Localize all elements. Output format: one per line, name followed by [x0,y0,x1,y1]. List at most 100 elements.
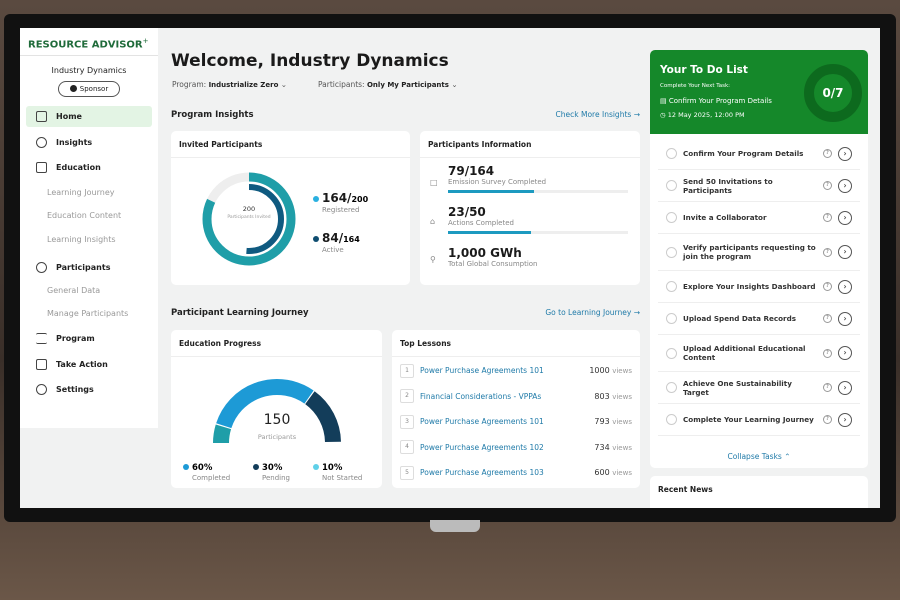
task-label: Confirm Your Program Details [683,149,804,158]
chevron-right-circle-icon[interactable]: › [838,412,852,427]
participants-filter[interactable]: Participants: Only My Participants ⌄ [318,80,458,89]
education-progress-card: Education Progress 150 Participants 60% C… [171,330,382,488]
section-title: Program Insights [171,110,254,120]
help-icon[interactable]: ? [823,314,832,323]
chevron-right-circle-icon[interactable]: › [838,380,852,395]
sidebar-subitem-general-data[interactable]: General Data [47,286,101,295]
chevron-right-circle-icon[interactable]: › [838,311,852,326]
next-task[interactable]: ▤ Confirm Your Program Details [660,97,772,105]
gauge-center-value: 150 [263,412,291,428]
sidebar-item-take-action[interactable]: Take Action [26,354,152,375]
logo[interactable]: RESOURCE ADVISOR+ [28,37,149,51]
info-item: 23/50 Actions Completed [448,205,628,234]
sidebar-subitem-learning-journey[interactable]: Learning Journey [47,188,115,197]
todo-task[interactable]: Upload Spend Data Records? › [658,303,860,335]
todo-task[interactable]: Complete Your Learning Journey? › [658,404,860,436]
help-icon[interactable]: ? [823,149,832,158]
task-label: Complete Your Learning Journey [683,415,814,424]
help-icon[interactable]: ? [823,181,832,190]
lesson-title-link[interactable]: Power Purchase Agreements 101 [420,366,544,375]
puzzle-icon [36,359,47,370]
lesson-row[interactable]: 3 Power Purchase Agreements 101 793 views [400,409,632,434]
sidebar-subitem-learning-insights[interactable]: Learning Insights [47,235,116,244]
chevron-right-circle-icon[interactable]: › [838,279,852,294]
task-label: Invite a Collaborator [683,213,767,222]
help-icon[interactable]: ? [823,383,832,392]
recent-news-card: Recent News [650,476,868,508]
donut-center-label: Participants Invited [227,215,271,220]
lesson-row[interactable]: 2 Financial Considerations - VPPAs 803 vie… [400,384,632,409]
lesson-title-link[interactable]: Power Purchase Agreements 101 [420,417,544,426]
task-label: Explore Your Insights Dashboard [683,282,816,291]
help-icon[interactable]: ? [823,415,832,424]
help-icon[interactable]: ? [823,247,832,257]
org-name: Industry Dynamics [51,66,127,75]
chevron-right-circle-icon[interactable]: › [838,346,852,360]
task-checkbox[interactable] [666,212,677,223]
lesson-title-link[interactable]: Financial Considerations - VPPAs [420,391,542,401]
gear-icon [36,384,47,395]
legend-not-started: 10% Not Started [313,455,362,482]
go-to-learning-journey-link[interactable]: Go to Learning Journey → [545,308,640,317]
sidebar-item-home[interactable]: Home [26,106,152,127]
task-checkbox[interactable] [666,180,677,191]
check-more-insights-link[interactable]: Check More Insights → [555,110,640,119]
todo-panel: Your To Do List Complete Your Next Task:… [650,50,868,468]
lesson-row[interactable]: 4 Power Purchase Agreements 102 734 views [400,435,632,460]
task-checkbox[interactable] [666,382,677,393]
task-icon: ▤ [660,97,667,105]
task-label: Achieve One Sustainability Target [683,378,792,397]
task-checkbox[interactable] [666,313,677,324]
legend-dot [313,196,319,202]
task-checkbox[interactable] [666,414,677,425]
sidebar-item-insights[interactable]: Insights [26,132,152,153]
help-icon[interactable]: ? [823,348,832,358]
lesson-rank: 2 [400,389,414,403]
todo-task[interactable]: Explore Your Insights Dashboard? › [658,271,860,303]
card-title: Recent News [658,485,713,494]
task-checkbox[interactable] [666,281,677,292]
card-title: Education Progress [171,330,382,357]
next-task-date: ◷ 12 May 2025, 12:00 PM [660,111,745,119]
collapse-tasks-button[interactable]: Collapse Tasks ⌃ [727,452,791,461]
gauge-segment-not-started [213,424,232,444]
sponsor-icon [69,85,77,92]
sidebar-subitem-education-content[interactable]: Education Content [47,211,122,220]
sidebar-item-education[interactable]: Education [26,157,152,178]
todo-task[interactable]: Send 50 Invitations to Participants? › [658,170,860,202]
todo-task[interactable]: Achieve One Sustainability Target? › [658,372,860,404]
help-icon[interactable]: ? [823,282,832,291]
todo-task[interactable]: Confirm Your Program Details? › [658,138,860,170]
lesson-row[interactable]: 5 Power Purchase Agreements 103 600 views [400,460,632,485]
lesson-views: 600 views [594,468,632,477]
sidebar-item-participants[interactable]: Participants [26,257,152,278]
todo-task[interactable]: Invite a Collaborator? › [658,202,860,234]
sidebar-item-settings[interactable]: Settings [26,379,152,400]
education-gauge [213,379,341,444]
todo-task[interactable]: Upload Additional Educational Content? › [658,335,860,372]
chevron-down-icon: ⌄ [451,80,458,89]
task-checkbox[interactable] [666,246,677,258]
survey-icon: □ [430,178,438,187]
monitor-stand [430,520,480,532]
participants-info-card: Participants Information □ 79/164 Emissio… [420,131,640,285]
lesson-rank: 1 [400,363,414,378]
chevron-right-circle-icon[interactable]: › [838,245,852,259]
sidebar-subitem-manage-participants[interactable]: Manage Participants [47,309,129,318]
chevron-right-circle-icon[interactable]: › [838,178,852,193]
task-checkbox[interactable] [666,347,677,359]
active-stat: 84/164 Active [313,227,360,254]
gauge-center-label: Participants [257,433,297,441]
lesson-title-link[interactable]: Power Purchase Agreements 102 [420,442,544,452]
task-checkbox[interactable] [666,148,677,159]
chevron-right-circle-icon[interactable]: › [838,210,852,225]
lesson-title-link[interactable]: Power Purchase Agreements 103 [420,468,544,477]
legend-dot [313,236,319,242]
legend-completed: 60% Completed [183,455,230,482]
todo-task[interactable]: Verify participants requesting to join t… [658,234,860,271]
lesson-row[interactable]: 1 Power Purchase Agreements 101 1000 views [400,358,632,383]
help-icon[interactable]: ? [823,213,832,222]
chevron-right-circle-icon[interactable]: › [838,146,852,161]
program-filter[interactable]: Program: Industrialize Zero ⌄ [172,80,288,89]
sidebar-item-program[interactable]: Program [26,328,152,349]
